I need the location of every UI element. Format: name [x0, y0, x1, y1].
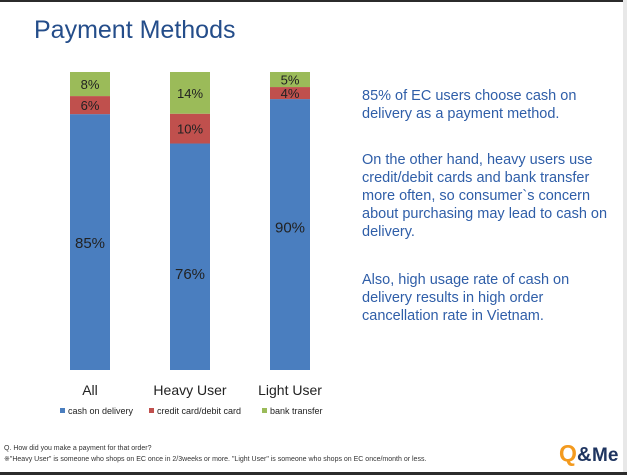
- data-label-1-1: 10%: [177, 122, 203, 137]
- user-definition-footnote: ※"Heavy User" is someone who shops on EC…: [4, 456, 427, 463]
- bar-credit-card-debit-card-2: [270, 87, 310, 100]
- logo-q: Q: [559, 440, 577, 466]
- data-label-1-0: 6%: [81, 98, 100, 113]
- legend-label-2: bank transfer: [270, 406, 323, 416]
- legend-swatch-1: [149, 408, 154, 413]
- slide-title: Payment Methods: [34, 16, 236, 44]
- data-label-1-2: 4%: [281, 86, 300, 101]
- category-label-1: Heavy User: [153, 382, 226, 398]
- logo-me: Me: [592, 445, 618, 466]
- data-label-2-1: 14%: [177, 86, 203, 101]
- slide-top-border: [0, 0, 627, 2]
- data-label-0-2: 90%: [275, 220, 305, 237]
- slide-bottom-border: [0, 472, 627, 475]
- bar-bank-transfer-0: [70, 72, 110, 97]
- logo-ampersand: &: [577, 444, 591, 466]
- bar-credit-card-debit-card-1: [170, 113, 210, 144]
- data-label-2-0: 8%: [81, 77, 100, 92]
- bar-cash-on-delivery-1: [170, 143, 210, 370]
- insight-paragraph-1: 85% of EC users choose cash on delivery …: [362, 88, 577, 122]
- category-label-0: All: [82, 382, 98, 398]
- bar-credit-card-debit-card-0: [70, 96, 110, 115]
- insight-paragraph-3: Also, high usage rate of cash on deliver…: [362, 272, 570, 324]
- insight-paragraph-2: On the other hand, heavy users use credi…: [362, 152, 608, 240]
- category-label-2: Light User: [258, 382, 322, 398]
- slide-right-edge: [623, 0, 627, 475]
- legend-label-1: credit card/debit card: [157, 406, 241, 416]
- data-label-0-1: 76%: [175, 266, 205, 283]
- data-label-0-0: 85%: [75, 235, 105, 252]
- survey-question-footnote: Q. How did you make a payment for that o…: [4, 445, 152, 452]
- legend-swatch-0: [60, 408, 65, 413]
- data-label-2-2: 5%: [281, 73, 300, 88]
- bar-bank-transfer-2: [270, 72, 310, 88]
- legend-swatch-2: [262, 408, 267, 413]
- bar-cash-on-delivery-0: [70, 114, 110, 370]
- qme-logo: Q & Me: [559, 440, 618, 466]
- bar-cash-on-delivery-2: [270, 99, 310, 370]
- legend-label-0: cash on delivery: [68, 406, 134, 416]
- bar-bank-transfer-1: [170, 72, 210, 114]
